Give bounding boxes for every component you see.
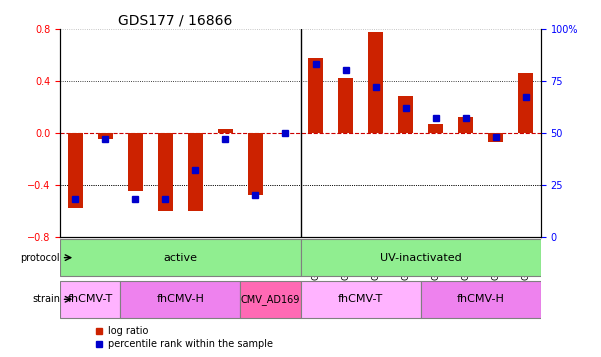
Bar <box>157 133 173 211</box>
FancyBboxPatch shape <box>421 281 541 318</box>
Text: active: active <box>163 253 197 263</box>
FancyBboxPatch shape <box>240 281 300 318</box>
FancyBboxPatch shape <box>300 239 541 276</box>
FancyBboxPatch shape <box>120 281 240 318</box>
Text: UV-inactivated: UV-inactivated <box>380 253 462 263</box>
Text: protocol: protocol <box>20 253 60 263</box>
Bar <box>218 129 233 133</box>
Bar <box>188 133 203 211</box>
Text: GDS177 / 16866: GDS177 / 16866 <box>118 14 232 27</box>
Bar <box>458 117 474 133</box>
Bar <box>248 133 263 195</box>
Text: CMV_AD169: CMV_AD169 <box>241 294 300 305</box>
Text: strain: strain <box>32 294 60 304</box>
Bar <box>488 133 503 142</box>
Bar <box>368 32 383 133</box>
Text: fhCMV-H: fhCMV-H <box>457 294 505 304</box>
FancyBboxPatch shape <box>60 239 300 276</box>
Text: log ratio: log ratio <box>108 326 148 336</box>
Bar <box>338 78 353 133</box>
Text: fhCMV-H: fhCMV-H <box>156 294 204 304</box>
Text: fhCMV-T: fhCMV-T <box>67 294 113 304</box>
Bar <box>308 59 323 133</box>
FancyBboxPatch shape <box>300 281 421 318</box>
Text: percentile rank within the sample: percentile rank within the sample <box>108 339 273 349</box>
Bar <box>67 133 82 208</box>
Bar <box>428 124 443 133</box>
Bar <box>398 96 413 133</box>
FancyBboxPatch shape <box>60 281 120 318</box>
Text: fhCMV-T: fhCMV-T <box>338 294 383 304</box>
Bar <box>97 133 113 139</box>
Bar <box>518 73 534 133</box>
Bar <box>127 133 143 191</box>
